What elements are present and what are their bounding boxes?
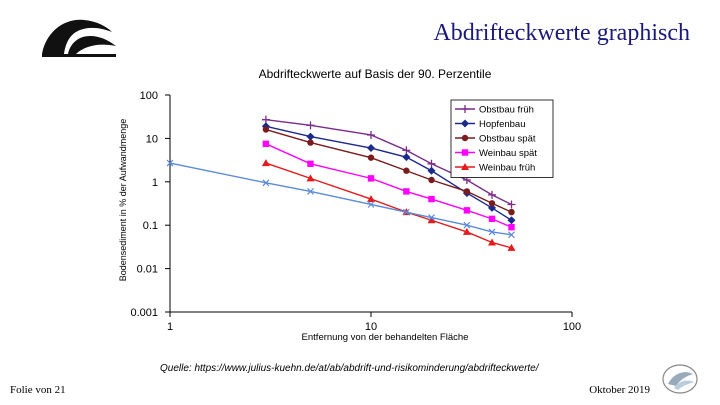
legend: Obstbau früh Hopfenbau Obstbau spät Weinbau… <box>450 99 554 178</box>
data-point <box>428 195 435 203</box>
series-line <box>265 118 512 206</box>
data-point <box>461 119 469 128</box>
data-point <box>262 179 270 187</box>
data-point <box>402 153 411 162</box>
data-point <box>428 214 435 221</box>
data-point <box>428 176 435 184</box>
data-point <box>402 146 411 155</box>
legend-item: Obstbau spät <box>455 134 536 145</box>
legend-label: Obstbau spät <box>479 134 536 145</box>
data-point <box>463 221 471 229</box>
legend-item: Weinbau früh <box>455 163 535 174</box>
data-point <box>488 215 496 223</box>
x-tick-label: 100 <box>563 321 581 333</box>
data-point <box>507 200 516 209</box>
series-4 <box>262 140 515 231</box>
y-tick-label: 100 <box>140 90 158 102</box>
y-tick-label: 1 <box>152 177 158 189</box>
data-point <box>488 228 496 236</box>
data-point <box>508 208 515 216</box>
data-point <box>403 188 410 195</box>
series-6 <box>166 159 515 239</box>
data-point <box>508 223 515 231</box>
data-point <box>367 130 375 139</box>
y-tick-label: 0.1 <box>143 220 158 232</box>
slide-number: Folie von 21 <box>10 384 66 396</box>
data-point <box>427 166 436 175</box>
data-point <box>367 175 375 182</box>
data-point <box>307 160 314 167</box>
x-axis-label: Entfernung von der behandelten Fläche <box>302 332 469 343</box>
x-tick-label: 1 <box>167 321 173 333</box>
legend-item: Weinbau spät <box>455 148 537 159</box>
data-point <box>166 159 174 167</box>
data-point <box>427 216 436 224</box>
series-line <box>265 143 512 228</box>
x-tick-label: 10 <box>365 321 377 333</box>
data-point <box>461 105 469 113</box>
slide-title: Abdrifteckwerte graphisch <box>433 20 690 46</box>
data-point <box>262 126 270 133</box>
data-point <box>461 134 469 142</box>
data-point <box>367 195 375 203</box>
data-point <box>307 139 314 146</box>
source-citation: Quelle: https://www.julius-kuehn.de/at/a… <box>160 363 539 374</box>
series-2 <box>261 122 516 225</box>
chart-title: Abdrifteckwerte auf Basis der 90. Perzen… <box>259 67 492 81</box>
data-point <box>463 188 471 195</box>
series-line <box>265 125 512 221</box>
legend-label: Hopfenbau <box>479 119 525 130</box>
series-line <box>265 128 512 213</box>
data-point <box>488 200 496 207</box>
data-point <box>461 149 469 156</box>
legend-item: Hopfenbau <box>455 119 525 130</box>
data-point <box>306 174 315 182</box>
data-point <box>307 188 314 195</box>
data-point <box>463 207 471 214</box>
data-point <box>507 216 516 225</box>
legend-item: Obstbau früh <box>455 105 534 116</box>
data-point <box>427 159 436 168</box>
data-point <box>306 121 315 130</box>
data-point <box>488 190 497 199</box>
series-3 <box>262 126 515 216</box>
data-point <box>306 132 315 141</box>
data-point <box>367 201 375 208</box>
data-point <box>488 203 497 212</box>
y-tick-label: 10 <box>146 133 158 145</box>
company-logo <box>38 14 120 63</box>
series-layer <box>166 115 516 251</box>
legend-label: Weinbau spät <box>479 148 537 159</box>
data-point <box>367 144 375 153</box>
data-point <box>507 243 516 251</box>
series-line <box>265 162 512 249</box>
data-point <box>367 154 375 161</box>
data-point <box>262 140 270 148</box>
footer-logo <box>660 362 700 401</box>
data-point <box>508 231 515 239</box>
data-point <box>402 208 410 216</box>
data-point <box>261 159 270 167</box>
axes: 100 10 1 0.1 0.01 0.001 1 10 100 <box>130 90 581 333</box>
legend-label: Weinbau früh <box>479 163 535 174</box>
data-point <box>461 163 469 170</box>
data-point <box>403 167 410 174</box>
y-tick-label: 0.01 <box>137 264 158 276</box>
data-point <box>488 238 497 246</box>
data-point <box>462 227 471 235</box>
legend-label: Obstbau früh <box>479 105 534 116</box>
y-axis-label: Bodensediment in % der Aufwandmenge <box>118 119 128 282</box>
slide-date: Oktober 2019 <box>589 384 650 396</box>
y-tick-label: 0.001 <box>130 307 158 319</box>
